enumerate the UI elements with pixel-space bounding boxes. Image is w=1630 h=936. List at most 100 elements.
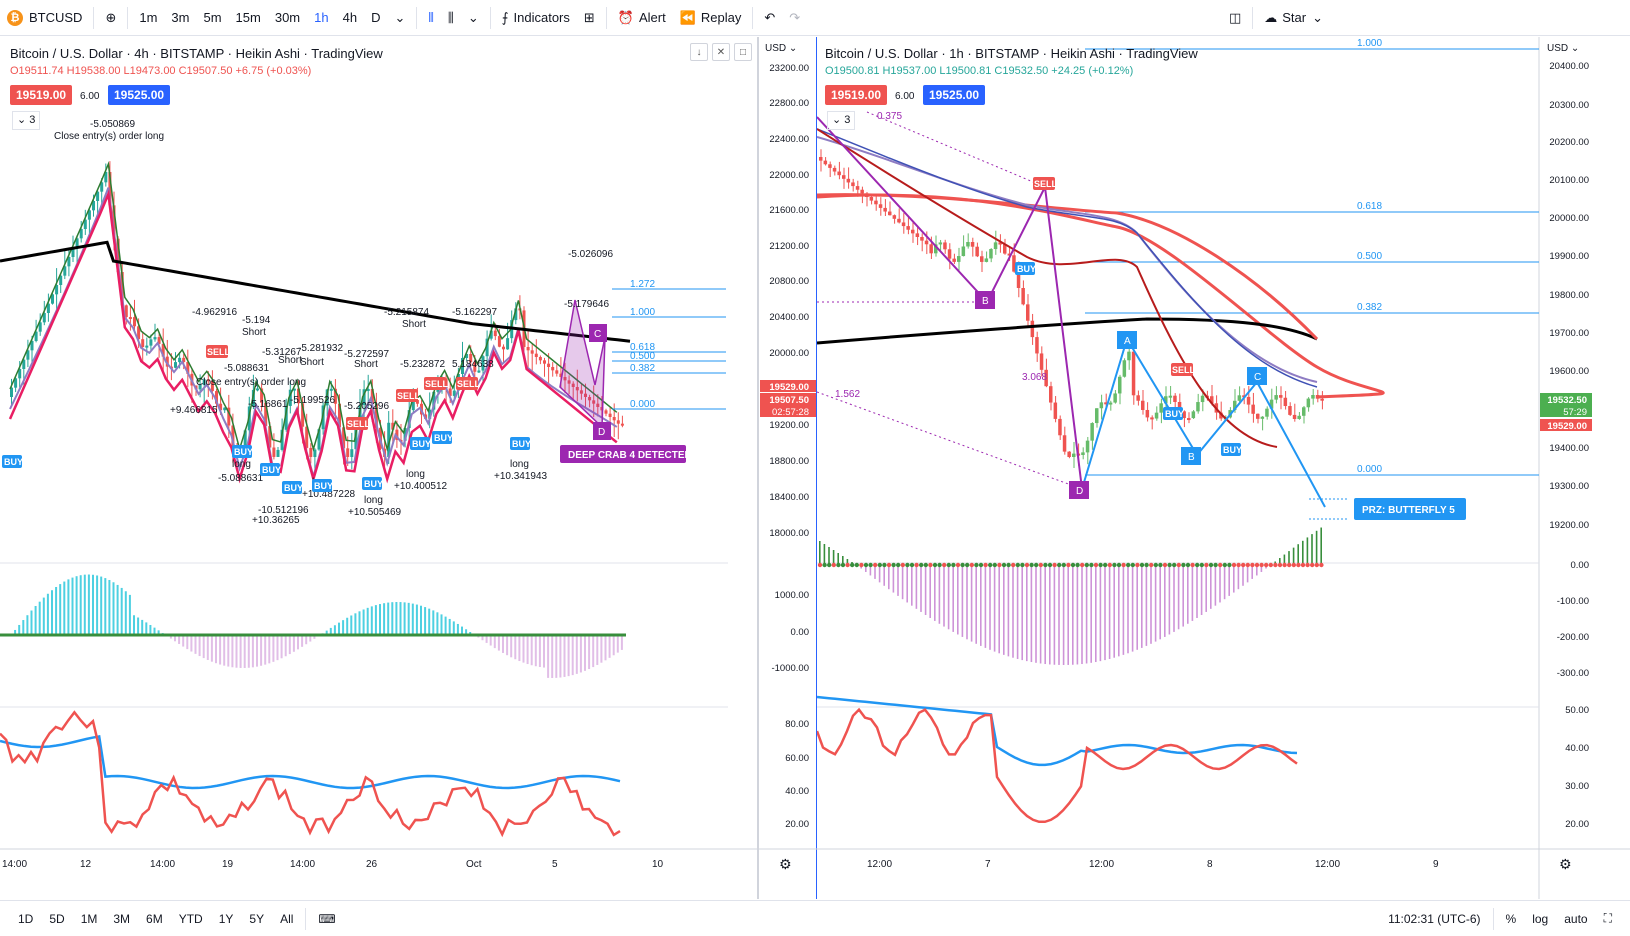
range-3m[interactable]: 3M xyxy=(113,911,131,926)
sell-button[interactable]: 19519.00 xyxy=(825,85,888,105)
maximize-icon[interactable]: □ xyxy=(734,43,752,61)
go-to-date-icon[interactable]: ⌨ xyxy=(318,911,336,926)
macd-bar xyxy=(1016,565,1019,659)
close-icon[interactable]: ✕ xyxy=(712,43,730,61)
heikin-ashi-candle xyxy=(223,407,227,411)
right-chart-pane[interactable]: 1.000 0.618 0.500 0.382 0.000 0.375 1.562 3.068… xyxy=(816,37,1630,899)
replay-button[interactable]: ⏪ Replay xyxy=(673,0,749,36)
alert-button[interactable]: ⏰ Alert xyxy=(611,0,673,36)
macd-dot xyxy=(1277,562,1283,568)
heikin-ashi-candle xyxy=(579,390,583,394)
buy-button[interactable]: 19525.00 xyxy=(923,85,986,105)
templates-grid-icon[interactable]: ⊞ xyxy=(583,9,595,25)
heikin-ashi-candle xyxy=(551,367,555,371)
heikin-ashi-candle xyxy=(108,172,112,206)
chevron-down-icon[interactable]: ⌄ xyxy=(394,9,406,25)
heikin-ashi-candle xyxy=(1067,451,1071,458)
heikin-ashi-candle xyxy=(993,242,998,250)
macd-bar xyxy=(395,602,398,635)
fullscreen-icon[interactable]: ⛶ xyxy=(1603,911,1612,925)
macd-bar xyxy=(276,635,279,661)
macd-bar xyxy=(1085,565,1088,664)
heikin-ashi-candle xyxy=(407,410,411,429)
sell-marker xyxy=(1033,177,1055,190)
interval-4h[interactable]: 4h xyxy=(342,10,358,25)
log-toggle[interactable]: log xyxy=(1532,911,1549,926)
strategy-annotation: 5.184638 xyxy=(452,359,494,370)
range-ytd[interactable]: YTD xyxy=(178,911,203,926)
interval-3m[interactable]: 3m xyxy=(171,10,190,25)
macd-bar xyxy=(448,618,451,635)
interval-15m[interactable]: 15m xyxy=(235,10,261,25)
hidden xyxy=(817,197,1378,405)
range-5y[interactable]: 5Y xyxy=(249,911,265,926)
macd-dot xyxy=(859,562,864,568)
symbol-search[interactable]: ₿ BTCUSD xyxy=(0,0,89,36)
percent-toggle[interactable]: % xyxy=(1505,911,1517,926)
candle-style-icon[interactable]: ⫼ xyxy=(447,9,454,25)
range-5d[interactable]: 5D xyxy=(49,911,65,926)
heikin-ashi-candle xyxy=(333,388,337,404)
chevron-down-icon[interactable]: ⌄ xyxy=(467,9,479,25)
heikin-ashi-candle xyxy=(906,226,910,230)
collapse-toggle[interactable]: ⌄ 3 xyxy=(12,111,41,130)
range-all[interactable]: All xyxy=(280,911,294,926)
compare-plus-icon[interactable]: ⊕ xyxy=(105,9,117,25)
auto-toggle[interactable]: auto xyxy=(1564,911,1588,926)
heikin-ashi-candle xyxy=(1085,440,1090,453)
left-price-axis[interactable]: USD ⌄ 23200.00 22800.00 22400.00 22000.00 216… xyxy=(758,37,817,899)
clock-readout[interactable]: 11:02:31 (UTC-6) xyxy=(1388,911,1481,926)
time-axis-label: 14:00 xyxy=(2,859,27,870)
strategy-annotation: Short xyxy=(402,319,426,330)
heikin-ashi-candle xyxy=(198,384,202,390)
heikin-ashi-candle xyxy=(888,211,892,216)
range-1m[interactable]: 1M xyxy=(80,911,98,926)
sell-button[interactable]: 19519.00 xyxy=(10,85,73,105)
heikin-ashi-candle xyxy=(14,378,18,388)
ma-darkred-line xyxy=(817,128,1278,448)
heikin-ashi-candle xyxy=(869,197,874,201)
interval-5m[interactable]: 5m xyxy=(203,10,222,25)
price-axis-label: 20000.00 xyxy=(769,348,809,359)
price-tag xyxy=(1540,419,1592,431)
macd-bar xyxy=(943,565,945,627)
rsi-blue-line xyxy=(0,735,621,790)
hidden xyxy=(817,197,1317,339)
heikin-ashi-candle xyxy=(10,387,13,397)
macd-dot xyxy=(1139,562,1145,568)
macd-bar xyxy=(30,610,33,635)
bar-style-icon[interactable]: ⫴ xyxy=(428,9,434,25)
macd-dot xyxy=(1213,562,1218,568)
undo-icon[interactable]: ↶ xyxy=(764,9,776,25)
heikin-ashi-candle xyxy=(514,308,518,321)
redo-icon[interactable]: ↷ xyxy=(789,9,801,25)
macd-dot xyxy=(1282,562,1287,568)
spread-value: 6.00 xyxy=(895,91,915,102)
buy-marker-label: BUY xyxy=(364,479,383,489)
heikin-ashi-candle xyxy=(961,246,966,257)
scroll-down-icon[interactable]: ↓ xyxy=(690,43,708,61)
range-6m[interactable]: 6M xyxy=(146,911,163,926)
collapse-toggle[interactable]: ⌄ 3 xyxy=(827,111,856,130)
interval-30m[interactable]: 30m xyxy=(274,10,301,25)
interval-1h[interactable]: 1h xyxy=(314,10,329,25)
buy-button[interactable]: 19525.00 xyxy=(108,85,171,105)
star-button[interactable]: ☁ Star ⌄ xyxy=(1257,0,1330,36)
macd-bar xyxy=(1095,565,1097,663)
strategy-annotation: -5.31267 xyxy=(262,347,302,358)
left-chart-pane[interactable]: 1.272 1.000 0.618 0.500 0.382 0.000 DEEP CRAB … xyxy=(0,37,758,899)
macd-dot xyxy=(1047,562,1053,568)
right-chart-canvas[interactable]: 1.000 0.618 0.500 0.382 0.000 0.375 1.562 3.068… xyxy=(817,37,1630,899)
interval-d[interactable]: D xyxy=(371,10,381,25)
layout-split-icon[interactable]: ◫ xyxy=(1228,9,1242,25)
sell-marker-label: SELL xyxy=(1172,365,1196,375)
macd-bar xyxy=(1164,565,1166,637)
indicators-button[interactable]: ⨍ Indicators xyxy=(495,0,577,36)
heikin-ashi-candle xyxy=(1173,395,1177,402)
range-1d[interactable]: 1D xyxy=(18,911,34,926)
macd-bar xyxy=(901,565,904,600)
heikin-ashi-candle xyxy=(1237,395,1242,401)
interval-1m[interactable]: 1m xyxy=(139,10,158,25)
range-1y[interactable]: 1Y xyxy=(218,911,234,926)
